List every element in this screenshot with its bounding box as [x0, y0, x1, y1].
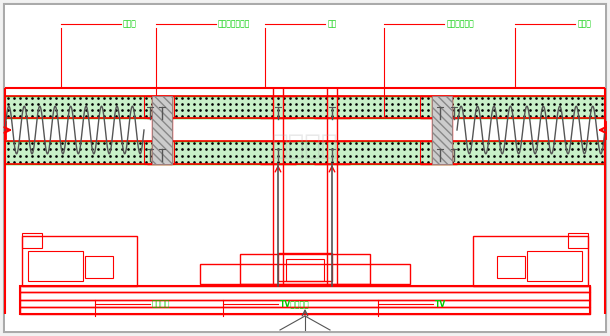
Bar: [154, 118, 162, 130]
Bar: [5, 96, 605, 118]
Text: TV: TV: [435, 300, 447, 308]
Text: 隔音棉: 隔音棉: [578, 19, 591, 28]
Text: 竖向龙骨: 竖向龙骨: [151, 300, 170, 308]
Bar: [434, 118, 442, 130]
Bar: [154, 129, 162, 141]
Bar: [20, 286, 590, 314]
Bar: [473, 236, 588, 286]
Bar: [434, 129, 442, 141]
Text: TV配套支架: TV配套支架: [279, 300, 309, 308]
Text: 通贯横撑龙骨: 通贯横撑龙骨: [447, 19, 474, 28]
Text: 石膏板: 石膏板: [123, 19, 137, 28]
Bar: [85, 256, 113, 278]
Bar: [144, 96, 174, 118]
Bar: [420, 96, 450, 118]
Bar: [420, 141, 450, 164]
Text: 高强度自攻螺丝: 高强度自攻螺丝: [218, 19, 250, 28]
Bar: [22, 233, 42, 248]
Bar: [497, 256, 525, 278]
Bar: [432, 96, 452, 164]
Bar: [568, 233, 588, 248]
Bar: [5, 141, 605, 164]
Bar: [278, 253, 332, 281]
Bar: [144, 141, 174, 164]
Bar: [20, 307, 590, 314]
Bar: [240, 254, 370, 284]
Bar: [200, 264, 410, 284]
Bar: [20, 286, 590, 292]
Bar: [22, 236, 137, 286]
Bar: [20, 292, 590, 300]
Text: 工小佳线: 工小佳线: [271, 132, 339, 160]
Bar: [28, 251, 83, 281]
Bar: [20, 300, 590, 307]
Bar: [527, 251, 582, 281]
Bar: [286, 259, 324, 281]
Text: 角钢: 角钢: [328, 19, 337, 28]
Bar: [152, 96, 172, 164]
